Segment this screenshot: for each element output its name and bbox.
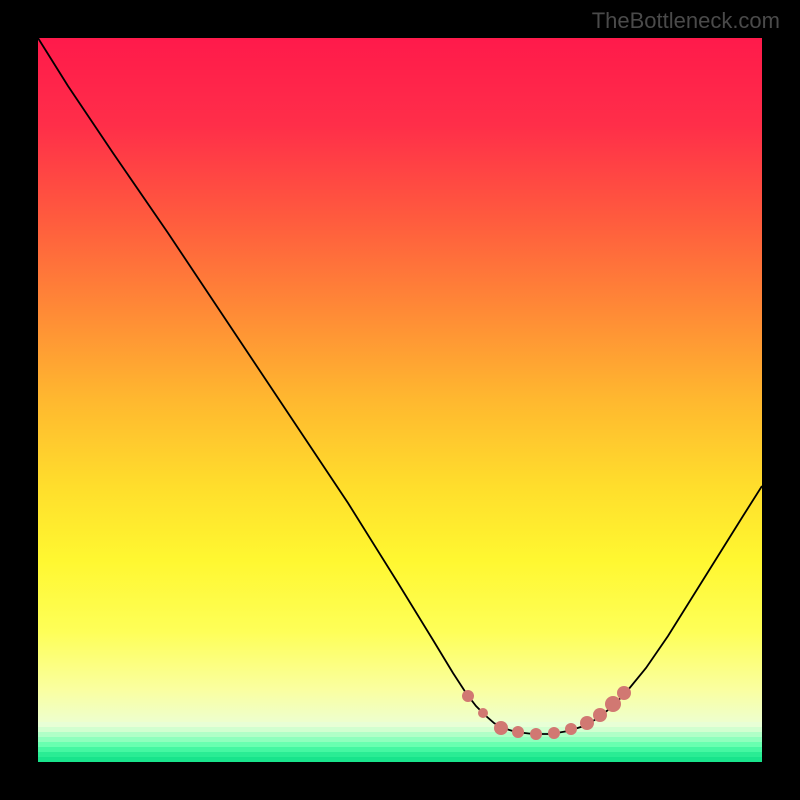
- watermark-text: TheBottleneck.com: [592, 8, 780, 34]
- curve-marker: [548, 727, 560, 739]
- curve-marker: [462, 690, 474, 702]
- plot-area: [38, 38, 762, 762]
- curve-marker: [478, 708, 488, 718]
- curve-marker: [530, 728, 542, 740]
- curve-marker: [593, 708, 607, 722]
- curve-marker: [580, 716, 594, 730]
- bottleneck-curve: [38, 38, 762, 762]
- curve-marker: [565, 723, 577, 735]
- curve-marker: [617, 686, 631, 700]
- curve-marker: [494, 721, 508, 735]
- curve-marker: [512, 726, 524, 738]
